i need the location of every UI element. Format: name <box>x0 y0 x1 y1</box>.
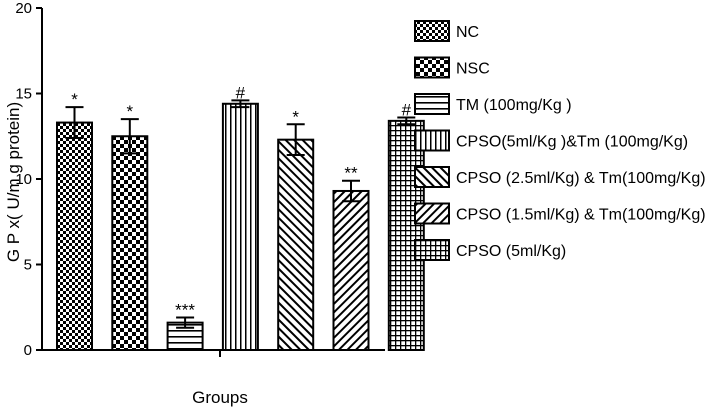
bar-5 <box>277 138 315 351</box>
bar-1 <box>56 121 93 351</box>
y-tick-label: 15 <box>15 86 32 103</box>
legend-swatch <box>414 20 450 42</box>
legend-swatch <box>414 93 450 115</box>
bar-6 <box>332 189 370 351</box>
legend-swatch <box>414 202 450 225</box>
y-tick-label: 20 <box>15 0 32 17</box>
legend-swatch <box>414 56 450 79</box>
legend-swatch <box>414 129 450 152</box>
significance-label: *** <box>175 301 195 320</box>
bar-4 <box>221 102 259 352</box>
legend-label: NC <box>456 24 479 41</box>
legend-label: CPSO (2.5ml/Kg) & Tm(100mg/Kg) <box>456 170 706 187</box>
y-tick-label: 0 <box>24 342 32 359</box>
significance-label: * <box>126 102 133 121</box>
y-tick-label: 10 <box>15 171 32 188</box>
legend-label: CPSO (5ml/Kg) <box>456 243 566 260</box>
bar-2 <box>111 135 149 351</box>
significance-label: * <box>71 90 78 109</box>
legend-label: CPSO (1.5ml/Kg) & Tm(100mg/Kg) <box>456 207 706 224</box>
legend-swatch <box>414 166 450 188</box>
significance-label: * <box>292 107 299 126</box>
significance-label: # <box>236 83 246 102</box>
x-axis-title: Groups <box>192 388 248 407</box>
y-axis-title: G P x( U/m g protein) <box>4 102 23 262</box>
significance-label: ** <box>344 164 358 183</box>
significance-label: # <box>402 100 412 119</box>
legend-label: CPSO(5ml/Kg )&Tm (100mg/Kg) <box>456 134 688 151</box>
legend-label: TM (100mg/Kg ) <box>456 97 572 114</box>
legend-label: NSC <box>456 61 490 78</box>
bar-7 <box>387 119 425 351</box>
y-tick-label: 5 <box>24 257 32 274</box>
legend-swatch <box>414 239 450 261</box>
